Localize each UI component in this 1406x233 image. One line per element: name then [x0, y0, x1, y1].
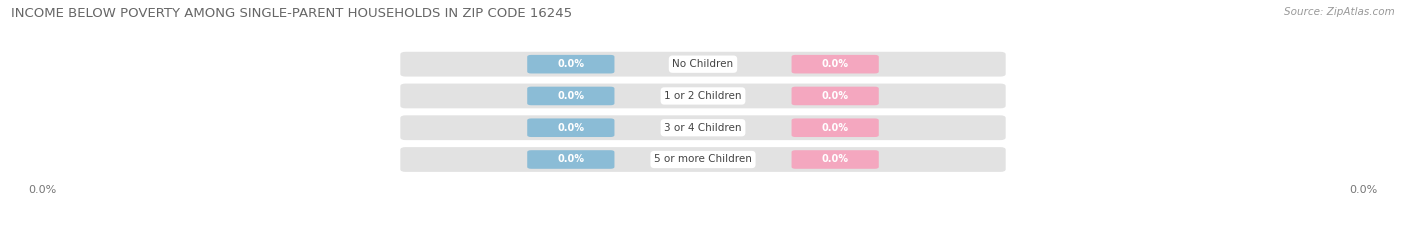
Text: 0.0%: 0.0% [821, 123, 849, 133]
Text: 0.0%: 0.0% [821, 91, 849, 101]
Text: 0.0%: 0.0% [557, 123, 585, 133]
FancyBboxPatch shape [792, 150, 879, 169]
Legend: Single Father, Single Mother: Single Father, Single Mother [606, 231, 800, 233]
Text: 0.0%: 0.0% [557, 59, 585, 69]
Text: 1 or 2 Children: 1 or 2 Children [664, 91, 742, 101]
FancyBboxPatch shape [792, 87, 879, 105]
FancyBboxPatch shape [527, 87, 614, 105]
Text: 3 or 4 Children: 3 or 4 Children [664, 123, 742, 133]
Text: 0.0%: 0.0% [821, 154, 849, 164]
Text: INCOME BELOW POVERTY AMONG SINGLE-PARENT HOUSEHOLDS IN ZIP CODE 16245: INCOME BELOW POVERTY AMONG SINGLE-PARENT… [11, 7, 572, 20]
Text: Source: ZipAtlas.com: Source: ZipAtlas.com [1284, 7, 1395, 17]
FancyBboxPatch shape [792, 118, 879, 137]
FancyBboxPatch shape [527, 55, 614, 73]
FancyBboxPatch shape [527, 118, 614, 137]
FancyBboxPatch shape [401, 115, 1005, 140]
Text: 0.0%: 0.0% [557, 91, 585, 101]
Text: 5 or more Children: 5 or more Children [654, 154, 752, 164]
FancyBboxPatch shape [401, 147, 1005, 172]
FancyBboxPatch shape [401, 84, 1005, 108]
Text: 0.0%: 0.0% [557, 154, 585, 164]
FancyBboxPatch shape [401, 52, 1005, 77]
FancyBboxPatch shape [792, 55, 879, 73]
Text: No Children: No Children [672, 59, 734, 69]
Text: 0.0%: 0.0% [821, 59, 849, 69]
FancyBboxPatch shape [527, 150, 614, 169]
